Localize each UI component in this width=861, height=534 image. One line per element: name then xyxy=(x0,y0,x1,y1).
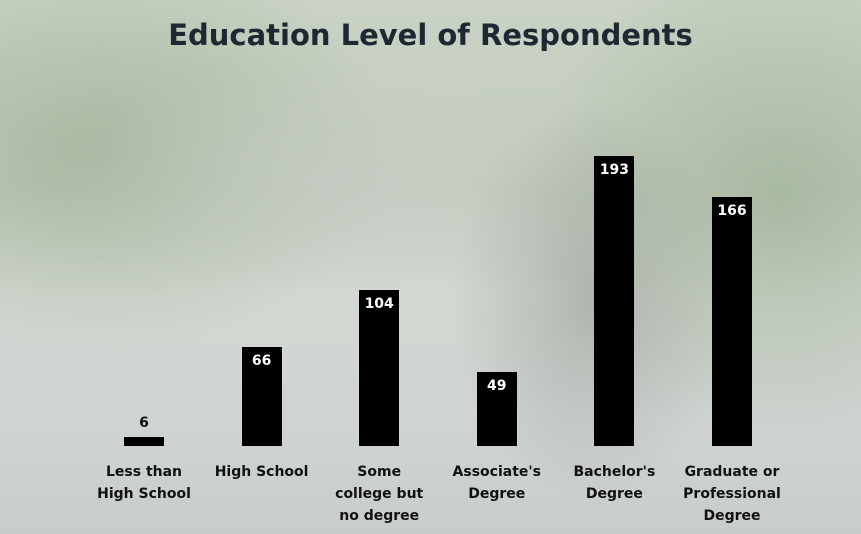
value-label: 66 xyxy=(251,352,272,369)
bar xyxy=(712,196,752,446)
x-tick-label: Associate's Degree xyxy=(452,464,542,502)
bar xyxy=(594,155,635,446)
value-label: 104 xyxy=(364,295,394,312)
x-tick-label: High School xyxy=(214,464,309,480)
x-tick-label: Some college but no degree xyxy=(335,464,424,524)
chart-title: Education Level of Respondents xyxy=(168,18,693,52)
bar xyxy=(124,436,164,446)
value-label: 193 xyxy=(599,161,629,178)
x-tick-label: Less than High School xyxy=(97,464,191,502)
bar xyxy=(241,346,282,446)
x-tick-label: Graduate or Professional Degree xyxy=(683,464,781,524)
value-label: 6 xyxy=(139,414,149,431)
bar xyxy=(359,289,400,446)
value-label: 49 xyxy=(487,378,507,395)
x-tick-label: Bachelor's Degree xyxy=(573,464,656,502)
bar xyxy=(476,372,517,446)
value-label: 166 xyxy=(717,202,747,219)
